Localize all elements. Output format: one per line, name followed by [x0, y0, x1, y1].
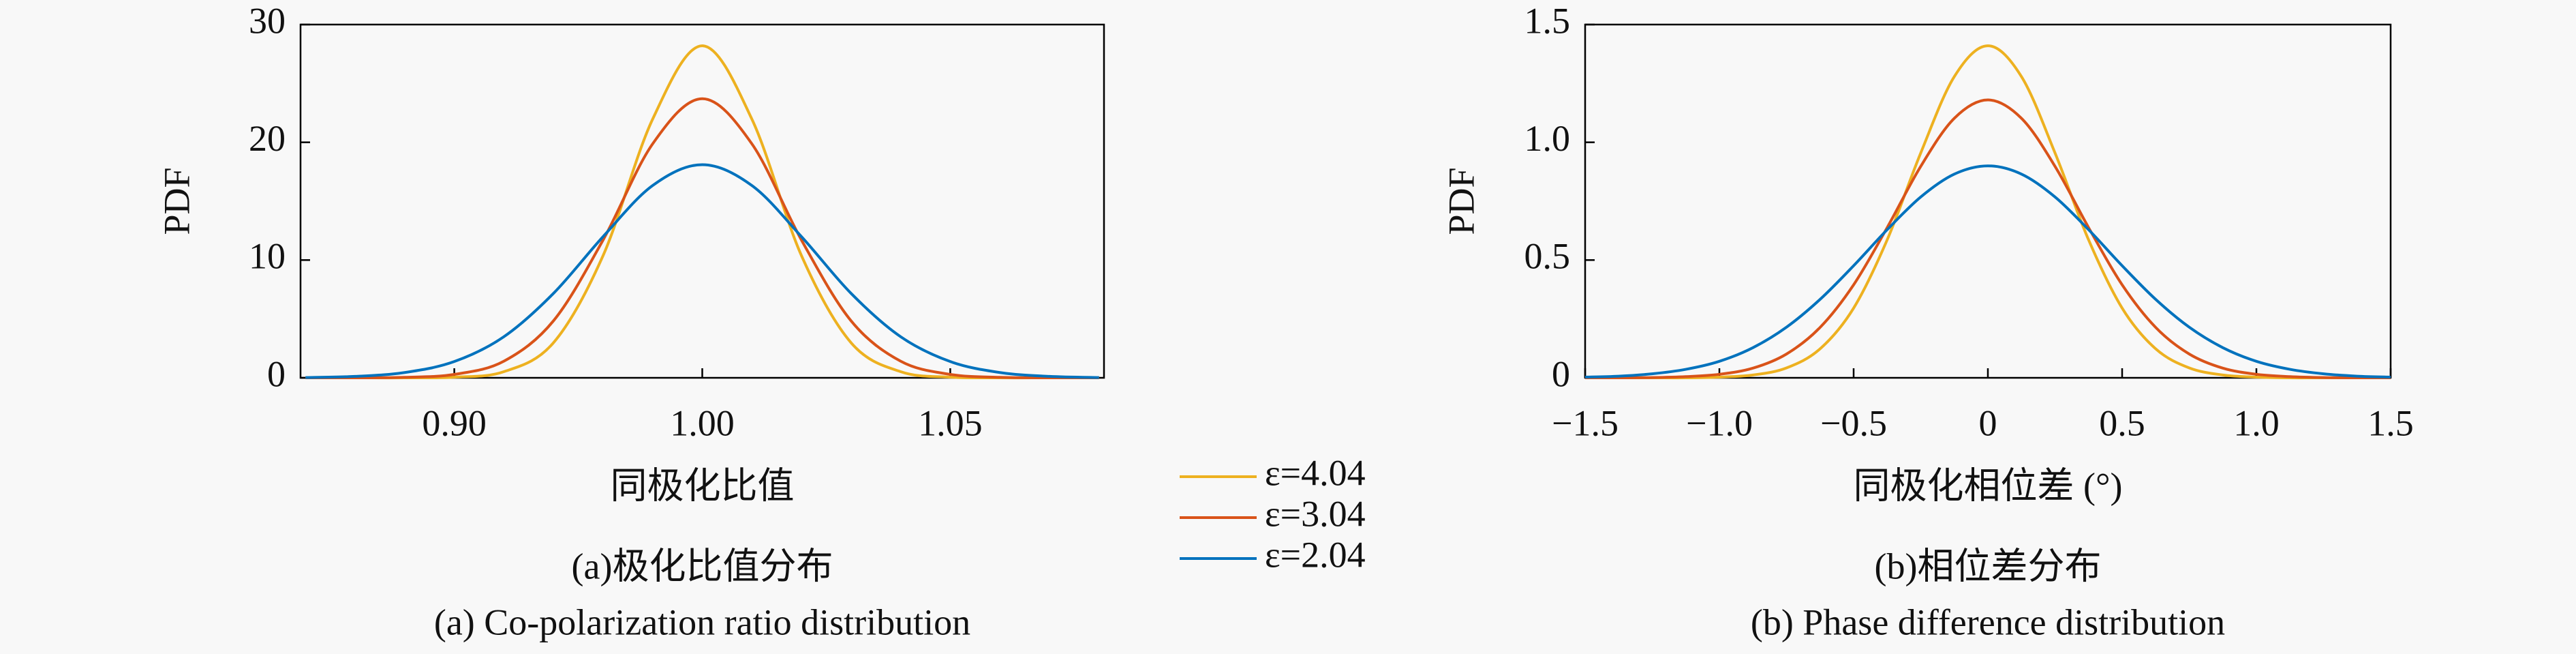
- x-tick-label: −1.5: [1552, 402, 1619, 443]
- caption-en: (b) Phase difference distribution: [1751, 601, 2225, 642]
- x-tick-label: −0.5: [1820, 402, 1887, 443]
- x-tick-label: 1.5: [2367, 402, 2414, 443]
- y-tick-label: 0.5: [1524, 236, 1571, 277]
- line-series: [305, 44, 1099, 380]
- plot-frame: [1584, 23, 2392, 379]
- line-series: [1584, 98, 2391, 380]
- y-tick-label: 0: [1552, 353, 1570, 394]
- x-axis-label: 同极化相位差 (°): [1853, 465, 2122, 506]
- x-axis-label: 同极化比值: [611, 465, 795, 506]
- x-tick-label: 0: [1979, 402, 1997, 443]
- x-tick-label: 1.0: [2233, 402, 2280, 443]
- y-axis-label: PDF: [156, 167, 197, 235]
- line-series: [305, 163, 1099, 379]
- y-tick-label: 0: [267, 353, 286, 394]
- legend-label: ε=3.04: [1265, 493, 1366, 534]
- caption: (a)极化比值分布: [572, 546, 833, 586]
- x-tick-label: 0.5: [2099, 402, 2145, 443]
- line-series: [1584, 164, 2391, 378]
- plot-frame: [299, 23, 1105, 379]
- legend-label: ε=2.04: [1265, 534, 1366, 575]
- y-axis-label: PDF: [1441, 167, 1482, 235]
- caption-en: (a) Co-polarization ratio distribution: [434, 601, 970, 642]
- y-tick-label: 30: [249, 0, 286, 41]
- y-tick-label: 1.0: [1524, 118, 1571, 159]
- line-series: [1585, 44, 2391, 380]
- legend-label: ε=4.04: [1265, 452, 1366, 493]
- caption: (b)相位差分布: [1875, 546, 2102, 586]
- x-tick-label: 0.90: [422, 402, 487, 443]
- line-series: [305, 97, 1099, 380]
- x-tick-label: 1.05: [918, 402, 983, 443]
- x-tick-label: −1.0: [1686, 402, 1753, 443]
- y-tick-label: 1.5: [1524, 0, 1571, 41]
- y-tick-label: 20: [249, 118, 286, 159]
- y-tick-label: 10: [249, 236, 286, 277]
- x-tick-label: 1.00: [670, 402, 735, 443]
